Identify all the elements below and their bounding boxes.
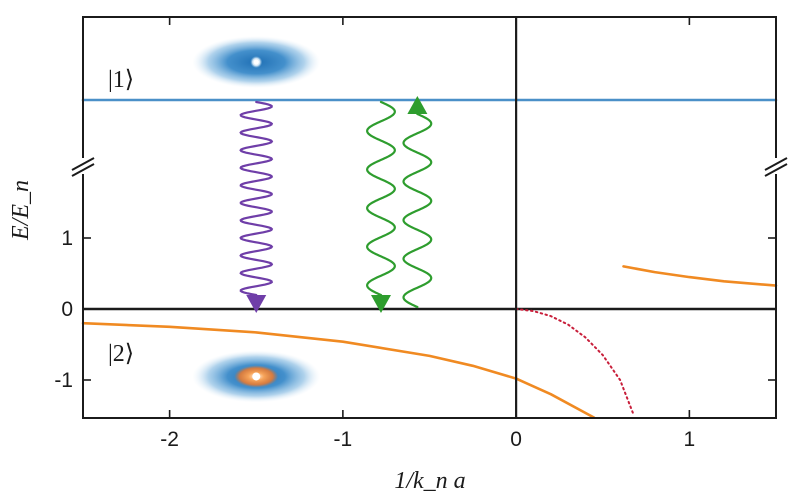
atom-cloud-layer (192, 36, 321, 403)
y-tick-label-1: -1 (54, 369, 73, 392)
atom-core-dot-2 (252, 372, 261, 381)
photon-arrowhead-3 (407, 96, 428, 114)
axis-break-gap-1 (71, 158, 95, 174)
series-line-4 (622, 265, 778, 287)
axis-break-slash-b-1 (71, 163, 95, 177)
photon-layer (239, 96, 433, 313)
photon-wave-1 (239, 100, 274, 297)
tick-layer: -2 -1 0 1 -1 0 1 (54, 17, 776, 451)
plot-frame (82, 16, 777, 419)
axis-break-gap-2 (764, 158, 788, 174)
axis-break-slash-b-2 (764, 163, 788, 177)
x-tick-label-2: -1 (334, 428, 353, 451)
curve-layer (81, 98, 778, 419)
y-axis-label: E/E_n (8, 180, 34, 241)
atom-core-dot-1 (253, 59, 259, 65)
y-tick-label-2: 0 (61, 298, 73, 321)
photon-arrowhead-1 (246, 295, 267, 313)
x-tick-label-3: 0 (510, 428, 522, 451)
x-tick-label-1: -2 (160, 428, 179, 451)
axis-break-slash-a-2 (764, 157, 788, 171)
x-tick-label-4: 1 (684, 428, 696, 451)
axis-break-layer (71, 157, 788, 177)
photon-arrowhead-2 (370, 295, 391, 313)
series-line-3 (515, 308, 635, 417)
x-axis-label: 1/k_n a (394, 468, 465, 493)
photon-wave-3 (402, 112, 433, 309)
photon-wave-2 (366, 100, 396, 297)
state-label-2: |2⟩ (108, 341, 134, 367)
series-line-2 (81, 321, 596, 419)
axis-break-slash-a-1 (71, 157, 95, 171)
y-tick-label-3: 1 (61, 227, 73, 250)
state-label-1: |1⟩ (108, 67, 134, 93)
